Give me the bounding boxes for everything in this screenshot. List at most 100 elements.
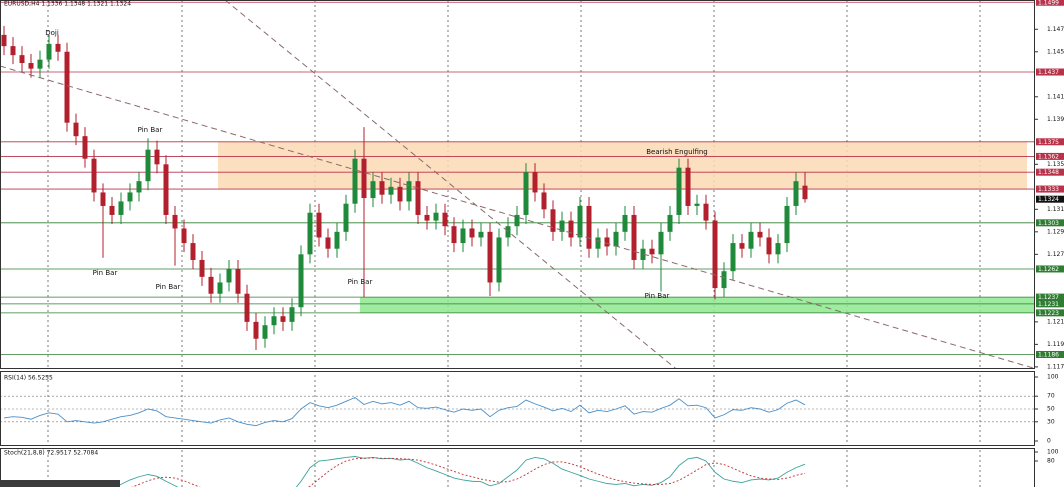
candle-body bbox=[334, 231, 340, 249]
annotation: Pin Bar bbox=[156, 283, 181, 291]
level-tag bbox=[1036, 168, 1064, 176]
panel-title: Stoch(21,8,8) 72.9517 52.7084 bbox=[4, 450, 98, 457]
candle-body bbox=[730, 243, 736, 272]
y-tick-label: 1.1275 bbox=[1047, 251, 1064, 258]
candle-body bbox=[190, 243, 196, 260]
level-label: 1.1333 bbox=[1038, 186, 1059, 193]
candle-body bbox=[19, 55, 25, 64]
candle-body bbox=[514, 214, 520, 227]
level-label: 1.1303 bbox=[1038, 220, 1059, 227]
candle-body bbox=[262, 325, 268, 339]
annotation: Pin Bar bbox=[645, 292, 670, 300]
panel-border bbox=[0, 448, 1035, 487]
candle-body bbox=[613, 231, 619, 247]
y-tick-label: 100 bbox=[1047, 374, 1059, 381]
candle-body bbox=[235, 268, 241, 294]
candle-body bbox=[496, 237, 502, 283]
panel-border bbox=[0, 371, 1035, 446]
candle-body bbox=[379, 181, 385, 195]
candle-body bbox=[298, 254, 304, 308]
price-label: 1.1324 bbox=[1038, 196, 1059, 203]
level-label: 1.1362 bbox=[1038, 153, 1059, 160]
y-tick-label: 50 bbox=[1047, 406, 1055, 413]
candle-body bbox=[28, 63, 34, 69]
candle-body bbox=[181, 228, 187, 244]
candle-body bbox=[559, 220, 565, 232]
y-tick-label: 70 bbox=[1047, 393, 1055, 400]
y-tick-label: 1.1355 bbox=[1047, 161, 1064, 168]
level-label: 1.1231 bbox=[1038, 301, 1059, 308]
candle-body bbox=[118, 201, 124, 215]
zone bbox=[360, 297, 1035, 313]
candle-body bbox=[757, 231, 763, 238]
trendline bbox=[224, 0, 678, 369]
candle-body bbox=[226, 268, 232, 283]
level-label: 1.1223 bbox=[1038, 310, 1059, 317]
annotation: Pin Bar bbox=[93, 269, 118, 277]
level-tag bbox=[1036, 219, 1064, 227]
y-tick-label: 1.1475 bbox=[1047, 26, 1064, 33]
candle-body bbox=[658, 231, 664, 255]
candle-body bbox=[91, 158, 97, 193]
candle-body bbox=[739, 243, 745, 249]
candle-body bbox=[109, 205, 115, 215]
candle-body bbox=[199, 259, 205, 277]
indicator-line bbox=[3, 396, 806, 427]
candle-body bbox=[388, 186, 394, 195]
candle-body bbox=[100, 192, 106, 206]
y-tick-label: 1.1415 bbox=[1047, 93, 1064, 100]
candle-body bbox=[451, 226, 457, 244]
price-tag bbox=[1036, 195, 1064, 203]
y-tick-label: 1.1295 bbox=[1047, 228, 1064, 235]
candle-body bbox=[667, 214, 673, 232]
candle-body bbox=[73, 122, 79, 137]
candle-body bbox=[316, 212, 322, 238]
candle-body bbox=[37, 59, 43, 69]
candle-body bbox=[604, 237, 610, 247]
trendline bbox=[0, 65, 1035, 369]
level-label: 1.1237 bbox=[1038, 294, 1059, 301]
candle-body bbox=[361, 158, 367, 199]
level-tag bbox=[1036, 265, 1064, 273]
level-label: 1.1186 bbox=[1038, 351, 1059, 358]
candle-body bbox=[685, 167, 691, 206]
candle-body bbox=[586, 205, 592, 249]
candle-body bbox=[370, 181, 376, 199]
candle-body bbox=[244, 293, 250, 322]
candle-body bbox=[631, 214, 637, 260]
level-tag bbox=[1036, 0, 1064, 6]
candle-body bbox=[541, 192, 547, 210]
candle-body bbox=[649, 248, 655, 255]
candle-body bbox=[343, 203, 349, 232]
y-tick-label: 100 bbox=[1047, 449, 1059, 456]
panel-border bbox=[0, 0, 1035, 369]
level-label: 1.1262 bbox=[1038, 266, 1059, 273]
candle-body bbox=[775, 243, 781, 255]
candle-body bbox=[82, 136, 88, 159]
level-tag bbox=[1036, 350, 1064, 358]
candle-body bbox=[127, 192, 133, 202]
candle-body bbox=[676, 167, 682, 215]
candle-body bbox=[550, 209, 556, 232]
y-tick-label: 1.1175 bbox=[1047, 363, 1064, 370]
candle-body bbox=[748, 231, 754, 249]
candle-body bbox=[64, 51, 70, 123]
level-label: 1.1437 bbox=[1038, 69, 1059, 76]
level-tag bbox=[1036, 309, 1064, 317]
candle-body bbox=[397, 186, 403, 202]
candle-body bbox=[721, 271, 727, 289]
level-tag bbox=[1036, 293, 1064, 301]
level-tag bbox=[1036, 185, 1064, 193]
candle-body bbox=[163, 164, 169, 215]
level-tag bbox=[1036, 68, 1064, 76]
indicator-line bbox=[131, 457, 806, 487]
candle-body bbox=[802, 185, 808, 200]
candle-body bbox=[406, 181, 412, 202]
y-tick-label: 30 bbox=[1047, 418, 1055, 425]
level-label: 1.1499 bbox=[1038, 0, 1059, 6]
candle-body bbox=[460, 228, 466, 244]
annotation: Pin Bar bbox=[138, 126, 163, 134]
candle-body bbox=[622, 214, 628, 232]
annotation: Doji bbox=[45, 29, 59, 37]
